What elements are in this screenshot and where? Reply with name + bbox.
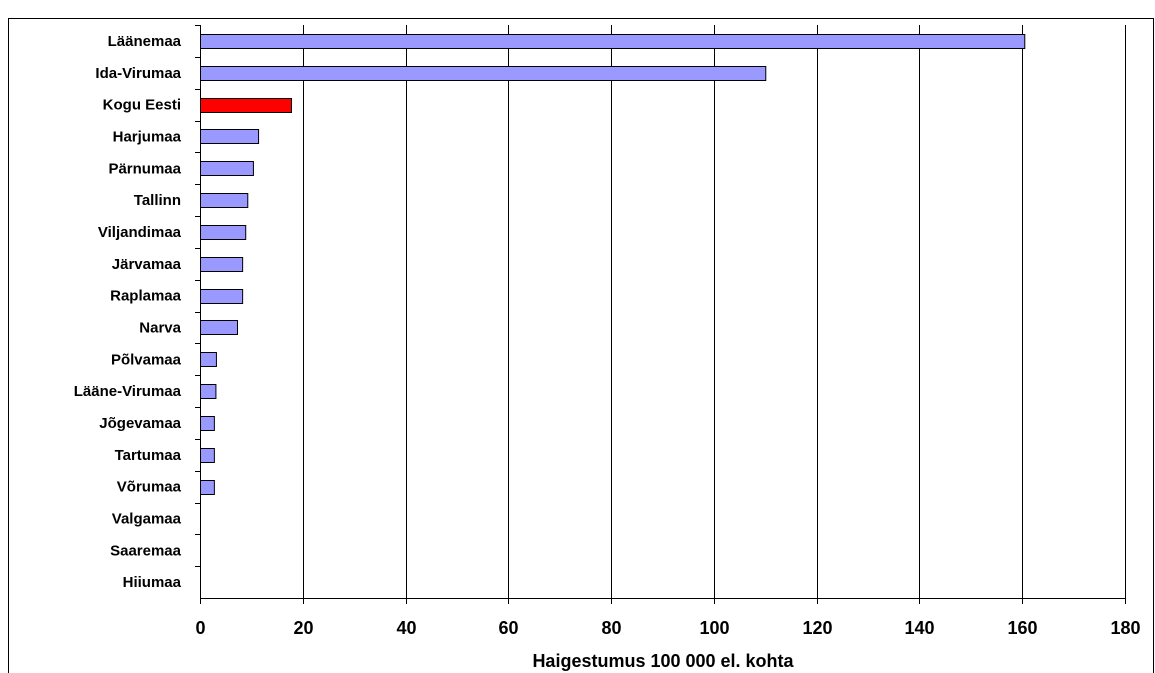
x-tick-label: 120 — [802, 618, 832, 638]
x-tick-label: 40 — [396, 618, 416, 638]
x-tick-label: 160 — [1007, 618, 1037, 638]
bar — [200, 161, 254, 176]
category-label: Tartumaa — [115, 447, 182, 464]
chart-frame — [8, 18, 1154, 673]
category-label: Jõgevamaa — [99, 415, 181, 432]
category-label: Järvamaa — [112, 256, 182, 273]
bar — [200, 257, 244, 272]
x-tick-label: 180 — [1110, 618, 1140, 638]
bars — [200, 34, 1026, 495]
category-label: Narva — [139, 319, 181, 336]
bar — [200, 384, 217, 399]
category-label: Ida-Virumaa — [95, 65, 181, 82]
bar — [200, 416, 215, 431]
axes — [195, 25, 1126, 604]
bar — [200, 320, 238, 335]
category-label: Valgamaa — [112, 510, 182, 527]
x-tick-label: 0 — [195, 618, 205, 638]
bar — [200, 34, 1026, 49]
x-tick-label: 60 — [498, 618, 518, 638]
x-tick-label: 20 — [293, 618, 313, 638]
category-label: Põlvamaa — [111, 351, 182, 368]
bar — [200, 225, 247, 240]
category-label: Pärnumaa — [108, 160, 181, 177]
category-label: Hiiumaa — [123, 574, 182, 591]
bar — [200, 480, 215, 495]
category-label: Lääne-Virumaa — [74, 383, 182, 400]
x-tick-label: 80 — [601, 618, 621, 638]
category-label: Viljandimaa — [98, 224, 182, 241]
tick-labels: 0 20 40 60 80 100 120 140 160 180 — [195, 618, 1140, 638]
category-labels: Läänemaa Ida-Virumaa Kogu Eesti Harjumaa Pär… — [74, 33, 182, 591]
bar — [200, 129, 260, 144]
bar — [200, 193, 249, 208]
category-label: Tallinn — [134, 192, 181, 209]
category-label: Võrumaa — [117, 479, 182, 496]
bar — [200, 448, 215, 463]
x-axis-title: Haigestumus 100 000 el. kohta — [532, 651, 794, 671]
bar — [200, 66, 767, 81]
bar — [200, 289, 244, 304]
bar — [200, 352, 217, 367]
bar — [200, 98, 292, 113]
category-label: Raplamaa — [110, 288, 182, 305]
category-label: Saaremaa — [110, 542, 182, 559]
x-tick-label: 140 — [904, 618, 934, 638]
x-tick-label: 100 — [699, 618, 729, 638]
gridlines — [303, 25, 1126, 598]
category-label: Kogu Eesti — [103, 97, 181, 114]
category-label: Läänemaa — [108, 33, 182, 50]
category-label: Harjumaa — [113, 128, 182, 145]
